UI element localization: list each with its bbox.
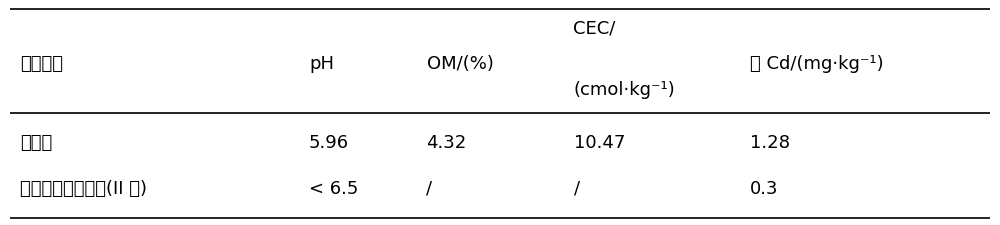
Text: 5.96: 5.96 xyxy=(309,134,349,152)
Text: < 6.5: < 6.5 xyxy=(309,180,358,198)
Text: (cmol·kg⁻¹): (cmol·kg⁻¹) xyxy=(574,81,675,99)
Text: 4.32: 4.32 xyxy=(426,134,467,152)
Text: 全 Cd/(mg·kg⁻¹): 全 Cd/(mg·kg⁻¹) xyxy=(750,55,884,73)
Text: 1.28: 1.28 xyxy=(750,134,790,152)
Text: 0.3: 0.3 xyxy=(750,180,778,198)
Text: 10.47: 10.47 xyxy=(574,134,625,152)
Text: /: / xyxy=(574,180,580,198)
Text: 土壤环境质量标准(II 级): 土壤环境质量标准(II 级) xyxy=(20,180,147,198)
Text: 水稺土: 水稺土 xyxy=(20,134,52,152)
Text: OM/(%): OM/(%) xyxy=(426,55,493,73)
Text: CEC/: CEC/ xyxy=(574,20,616,38)
Text: 供试土壤: 供试土壤 xyxy=(20,55,63,73)
Text: pH: pH xyxy=(309,55,334,73)
Text: /: / xyxy=(426,180,433,198)
